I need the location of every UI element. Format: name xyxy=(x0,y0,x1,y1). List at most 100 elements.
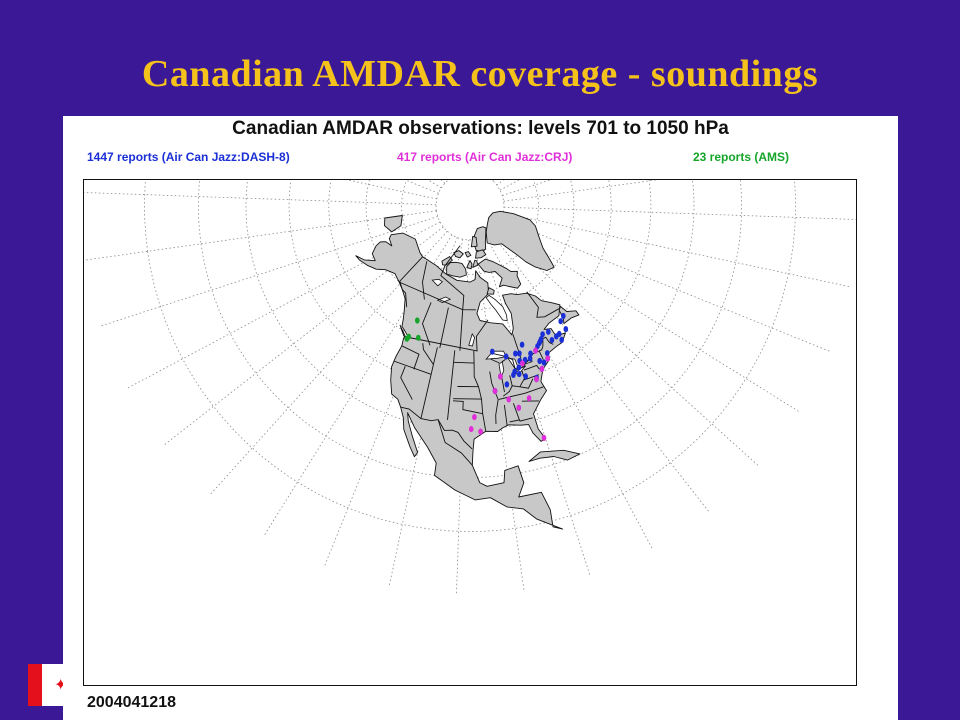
border-provinces-ab-sk xyxy=(439,307,449,348)
obs-dash8 xyxy=(540,331,545,338)
obs-dash8 xyxy=(516,364,522,371)
flag-red-bar xyxy=(28,664,42,706)
land-masses xyxy=(355,210,581,530)
state-line-al-ga xyxy=(512,403,520,421)
obs-dash8 xyxy=(545,350,550,357)
obs-ams xyxy=(415,317,420,324)
legend-crj: 417 reports (Air Can Jazz:CRJ) xyxy=(397,150,573,164)
victoria-island xyxy=(446,261,467,278)
meridian xyxy=(345,180,437,200)
border-provinces-bc-ab xyxy=(422,302,432,346)
hudson-bay-interior xyxy=(485,294,508,322)
state-line-ga-fl xyxy=(509,417,533,423)
obs-dash8 xyxy=(563,326,569,333)
obs-dash8 xyxy=(519,341,525,348)
north-america-map xyxy=(84,180,856,594)
state-line-40n-west xyxy=(393,360,432,375)
meridian xyxy=(127,221,441,389)
meridian xyxy=(456,239,470,594)
state-line-ms-al xyxy=(503,404,508,426)
meridian xyxy=(404,180,439,194)
state-line-north-plains xyxy=(453,361,475,364)
obs-crj xyxy=(506,396,512,403)
meridian xyxy=(210,230,448,495)
obs-dash8 xyxy=(546,328,551,335)
great-slave-lake xyxy=(436,296,452,303)
state-line-va-wv xyxy=(519,378,534,389)
vancouver-island xyxy=(399,324,408,341)
obs-dash8 xyxy=(513,350,518,357)
obs-crj xyxy=(539,365,545,372)
obs-ams xyxy=(416,334,421,341)
border-quebec-labrador xyxy=(526,291,560,318)
obs-crj xyxy=(541,434,547,441)
meridian xyxy=(492,180,494,182)
meridian xyxy=(84,192,437,206)
obs-ams xyxy=(404,335,410,342)
meridian xyxy=(85,210,437,261)
obs-dash8 xyxy=(527,355,533,362)
obs-crj xyxy=(498,373,503,380)
obs-dash8 xyxy=(490,348,495,355)
obs-dash8 xyxy=(537,357,542,365)
state-line-104w xyxy=(447,350,456,420)
state-line-mason-dixon xyxy=(521,370,539,381)
meridian xyxy=(485,235,653,549)
north-america-landmass xyxy=(355,232,566,530)
border-us-mexico xyxy=(400,406,473,450)
border-nunavut xyxy=(440,245,465,310)
meridian xyxy=(164,226,444,446)
obs-dash8 xyxy=(558,318,563,325)
state-line-or-wa xyxy=(401,345,420,370)
devon-island xyxy=(475,249,487,259)
melville-island xyxy=(453,250,464,259)
political-borders xyxy=(393,245,560,466)
obs-dash8 xyxy=(538,336,544,343)
obs-crj xyxy=(492,387,498,395)
state-line-90w xyxy=(489,371,499,425)
border-provinces-mb-on xyxy=(475,319,489,350)
map-panel: Canadian AMDAR observations: levels 701 … xyxy=(63,116,898,720)
obs-crj xyxy=(472,414,477,421)
state-line-mi-wi xyxy=(490,358,500,364)
obs-dash8 xyxy=(511,371,516,378)
obs-dash8 xyxy=(516,371,522,378)
parallel xyxy=(144,180,796,532)
obs-crj xyxy=(520,360,525,367)
meridian xyxy=(496,180,504,186)
obs-crj xyxy=(533,347,538,354)
southampton-island xyxy=(486,287,495,295)
obs-dash8 xyxy=(503,353,509,360)
chukotka xyxy=(384,215,403,233)
obs-dash8 xyxy=(559,336,564,343)
axel-heiberg-island xyxy=(470,235,478,248)
lake-winnipeg xyxy=(468,332,476,347)
state-line-il-in xyxy=(501,377,505,393)
meridian xyxy=(494,228,759,466)
meridian xyxy=(427,180,442,189)
meridian xyxy=(100,216,438,327)
prince-of-wales-island xyxy=(466,260,473,270)
state-line-ok-tx xyxy=(452,400,483,415)
state-line-ca-nv xyxy=(400,366,413,400)
border-provinces-sk-mb xyxy=(459,309,464,351)
obs-crj xyxy=(534,376,539,383)
meridian xyxy=(388,239,464,586)
obs-dash8 xyxy=(504,381,510,388)
border-yukon-nwt xyxy=(422,261,428,300)
obs-dash8 xyxy=(528,350,533,357)
legend-ams: 23 reports (AMS) xyxy=(693,150,790,164)
greenland xyxy=(485,210,555,271)
map-frame xyxy=(83,179,857,686)
state-line-vt-nh xyxy=(538,350,544,360)
obs-crj xyxy=(468,426,474,433)
border-territories-60n xyxy=(398,281,476,311)
obs-dash8 xyxy=(523,373,528,380)
parallel xyxy=(197,180,743,479)
obs-dash8 xyxy=(517,350,522,357)
cuba xyxy=(528,449,581,462)
somerset-island xyxy=(472,259,479,268)
meridian xyxy=(501,218,830,352)
meridian xyxy=(503,206,856,220)
meridian xyxy=(503,212,850,288)
